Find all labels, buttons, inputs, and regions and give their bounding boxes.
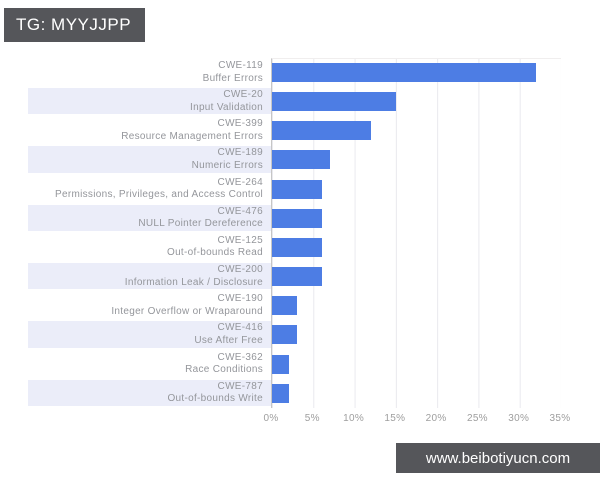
bar bbox=[272, 179, 322, 199]
category-label: CWE-399 Resource Management Errors bbox=[28, 116, 271, 145]
x-tick-label: 0% bbox=[263, 413, 279, 424]
category-label: CWE-416 Use After Free bbox=[28, 320, 271, 349]
plot-gridlines bbox=[271, 58, 561, 408]
category-label: CWE-200 Information Leak / Disclosure bbox=[28, 262, 271, 291]
bar bbox=[272, 150, 330, 170]
category-name: Buffer Errors bbox=[202, 72, 263, 84]
category-name: Out-of-bounds Read bbox=[166, 247, 263, 259]
bar bbox=[272, 325, 297, 345]
category-code: CWE-190 bbox=[217, 293, 263, 305]
category-code: CWE-476 bbox=[217, 205, 263, 217]
bar bbox=[272, 92, 396, 112]
category-name: Input Validation bbox=[190, 101, 263, 113]
bar bbox=[272, 383, 289, 403]
category-label: CWE-125 Out-of-bounds Read bbox=[28, 233, 271, 262]
chart-row: CWE-119 Buffer Errors bbox=[28, 58, 560, 87]
source-tag-text: TG: MYYJJPP bbox=[16, 15, 132, 34]
category-name: Use After Free bbox=[194, 334, 263, 346]
chart-row: CWE-399 Resource Management Errors bbox=[28, 116, 560, 145]
bar-cell bbox=[271, 233, 560, 262]
category-code: CWE-200 bbox=[217, 264, 263, 276]
chart-row: CWE-189 Numeric Errors bbox=[28, 145, 560, 174]
bar-cell bbox=[271, 58, 560, 87]
bar-cell bbox=[271, 291, 560, 320]
category-name: NULL Pointer Dereference bbox=[138, 218, 263, 230]
bar-cell bbox=[271, 145, 560, 174]
category-label: CWE-20 Input Validation bbox=[28, 87, 271, 116]
source-tag-badge: TG: MYYJJPP bbox=[4, 8, 146, 42]
x-tick-label: 25% bbox=[466, 413, 488, 424]
bar bbox=[272, 121, 372, 141]
bar-cell bbox=[271, 320, 560, 349]
bar bbox=[272, 296, 297, 316]
category-label: CWE-190 Integer Overflow or Wraparound bbox=[28, 291, 271, 320]
chart-row: CWE-190 Integer Overflow or Wraparound bbox=[28, 291, 560, 320]
bar bbox=[272, 208, 322, 228]
x-tick-label: 30% bbox=[508, 413, 530, 424]
chart-row: CWE-20 Input Validation bbox=[28, 87, 560, 116]
category-label: CWE-787 Out-of-bounds Write bbox=[28, 379, 271, 408]
category-name: Out-of-bounds Write bbox=[167, 393, 263, 405]
bar-cell bbox=[271, 379, 560, 408]
bar-cell bbox=[271, 87, 560, 116]
category-label: CWE-189 Numeric Errors bbox=[28, 145, 271, 174]
bar bbox=[272, 354, 289, 374]
x-tick-label: 5% bbox=[304, 413, 320, 424]
category-code: CWE-362 bbox=[217, 351, 263, 363]
category-code: CWE-264 bbox=[217, 176, 263, 188]
category-code: CWE-189 bbox=[217, 147, 263, 159]
category-label: CWE-476 NULL Pointer Dereference bbox=[28, 204, 271, 233]
category-name: Information Leak / Disclosure bbox=[124, 276, 263, 288]
chart-rows: CWE-119 Buffer Errors CWE-20 Input Valid… bbox=[28, 58, 560, 408]
chart-row: CWE-362 Race Conditions bbox=[28, 350, 560, 379]
bar-cell bbox=[271, 116, 560, 145]
x-tick-label: 20% bbox=[425, 413, 447, 424]
category-code: CWE-119 bbox=[218, 60, 263, 71]
x-tick-label: 35% bbox=[549, 413, 571, 424]
category-code: CWE-399 bbox=[217, 118, 263, 130]
category-name: Numeric Errors bbox=[191, 159, 263, 171]
watermark-banner: www.beibotiyucn.com bbox=[396, 443, 600, 473]
category-label: CWE-362 Race Conditions bbox=[28, 350, 271, 379]
bar bbox=[272, 237, 322, 257]
chart-row: CWE-264 Permissions, Privileges, and Acc… bbox=[28, 175, 560, 204]
bar bbox=[272, 63, 537, 82]
x-tick-label: 15% bbox=[384, 413, 406, 424]
bar bbox=[272, 267, 322, 287]
bar-cell bbox=[271, 175, 560, 204]
category-code: CWE-787 bbox=[217, 380, 263, 392]
category-code: CWE-20 bbox=[223, 89, 263, 101]
category-label: CWE-119 Buffer Errors bbox=[28, 58, 271, 87]
category-name: Resource Management Errors bbox=[121, 130, 263, 142]
category-name: Integer Overflow or Wraparound bbox=[111, 305, 263, 317]
chart-row: CWE-200 Information Leak / Disclosure bbox=[28, 262, 560, 291]
chart-row: CWE-125 Out-of-bounds Read bbox=[28, 233, 560, 262]
bar-cell bbox=[271, 204, 560, 233]
x-tick-label: 10% bbox=[343, 413, 365, 424]
category-name: Permissions, Privileges, and Access Cont… bbox=[55, 189, 263, 201]
cwe-bar-chart: CWE-119 Buffer Errors CWE-20 Input Valid… bbox=[28, 58, 570, 430]
chart-row: CWE-416 Use After Free bbox=[28, 320, 560, 349]
category-code: CWE-125 bbox=[217, 234, 263, 246]
bar-cell bbox=[271, 350, 560, 379]
chart-row: CWE-787 Out-of-bounds Write bbox=[28, 379, 560, 408]
watermark-text: www.beibotiyucn.com bbox=[425, 449, 571, 467]
category-code: CWE-416 bbox=[217, 322, 263, 334]
x-axis-ticks: 0% 5% 10% 15% 20% 25% 30% 35% bbox=[28, 408, 570, 428]
category-label: CWE-264 Permissions, Privileges, and Acc… bbox=[28, 175, 271, 204]
chart-row: CWE-476 NULL Pointer Dereference bbox=[28, 204, 560, 233]
category-name: Race Conditions bbox=[185, 364, 263, 376]
bar-cell bbox=[271, 262, 560, 291]
